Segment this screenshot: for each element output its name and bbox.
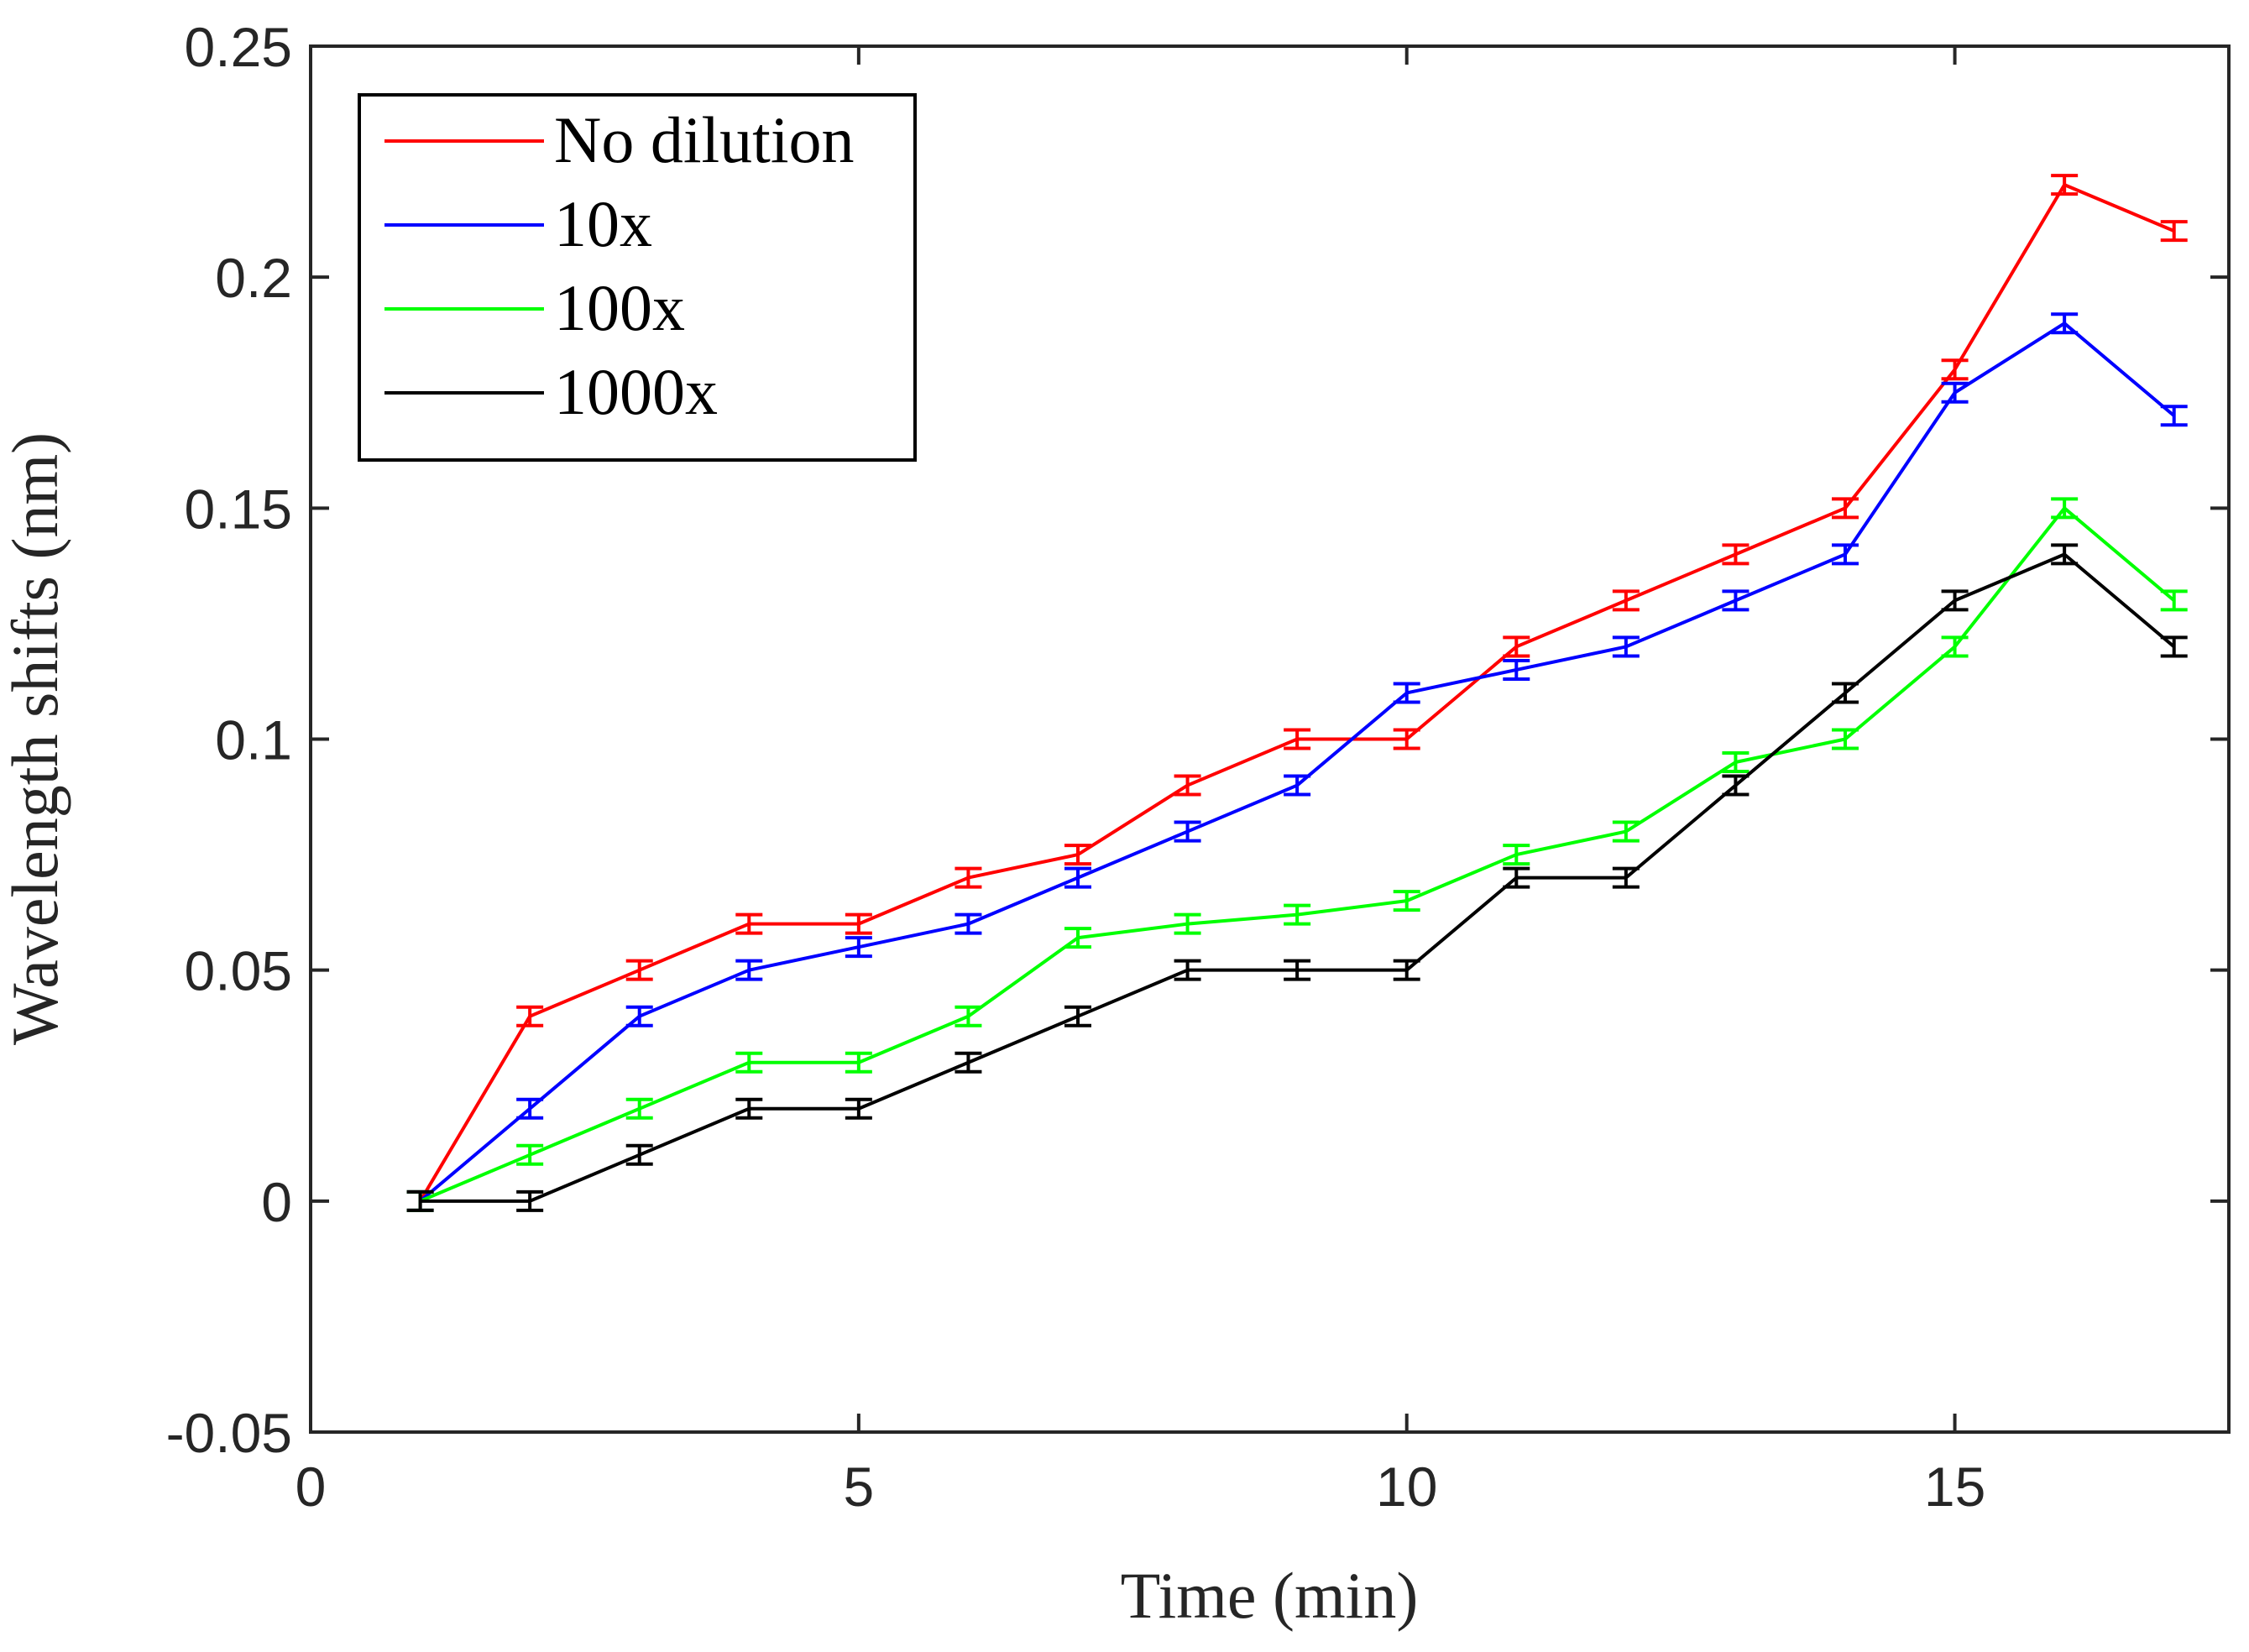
error-bar-1000x — [845, 1097, 872, 1120]
error-bar-no-dilution — [1174, 774, 1201, 797]
error-bar-no-dilution — [625, 959, 653, 981]
error-bar-no-dilution — [516, 1005, 544, 1027]
error-bar-100x — [1284, 903, 1311, 926]
error-bar-1000x — [406, 1189, 434, 1212]
legend: No dilution 10x 100x 1000x — [358, 93, 917, 462]
error-bar-10x — [2051, 312, 2079, 335]
error-bar-100x — [2051, 497, 2079, 520]
error-bar-1000x — [1832, 682, 1859, 704]
legend-entry-1000x: 1000x — [384, 355, 718, 428]
error-bar-100x — [625, 1097, 653, 1120]
legend-label-no-dilution: No dilution — [554, 103, 855, 176]
error-bar-10x — [845, 936, 872, 959]
y-tick-label: 0.15 — [185, 478, 292, 540]
y-tick-label: 0.05 — [185, 940, 292, 1002]
error-bar-100x — [1064, 927, 1091, 949]
error-bar-1000x — [2051, 543, 2079, 566]
error-bar-10x — [1941, 381, 1969, 404]
error-bar-10x — [1174, 820, 1201, 843]
y-tick-label: -0.05 — [166, 1402, 292, 1464]
x-tick-label: 5 — [843, 1456, 874, 1518]
error-bar-1000x — [1284, 959, 1311, 981]
error-bar-10x — [1832, 543, 1859, 566]
error-bar-10x — [1064, 866, 1091, 889]
legend-box — [358, 93, 917, 462]
error-bar-1000x — [516, 1189, 544, 1212]
y-axis-title: Wavelength shifts (nm) — [0, 432, 71, 1045]
error-bar-1000x — [625, 1143, 653, 1166]
error-bar-1000x — [1722, 774, 1750, 797]
error-bar-10x — [1284, 774, 1311, 797]
error-bar-100x — [1832, 728, 1859, 750]
error-bar-1000x — [1174, 959, 1201, 981]
error-bar-no-dilution — [2051, 174, 2079, 196]
error-bar-no-dilution — [1284, 728, 1311, 750]
error-bar-1000x — [955, 1051, 982, 1074]
error-bar-1000x — [1064, 1005, 1091, 1027]
error-bar-100x — [2160, 589, 2188, 612]
error-bar-1000x — [735, 1097, 763, 1120]
error-bar-100x — [516, 1143, 544, 1166]
error-bar-10x — [1722, 589, 1750, 612]
legend-label-100x: 100x — [554, 271, 685, 344]
error-bar-10x — [516, 1097, 544, 1120]
error-bar-100x — [1612, 820, 1640, 843]
error-bar-100x — [1722, 751, 1750, 774]
y-tick-label: 0 — [261, 1171, 292, 1233]
legend-label-10x: 10x — [554, 187, 652, 260]
error-bar-no-dilution — [845, 912, 872, 935]
series-1000x — [406, 543, 2188, 1212]
error-bar-10x — [1503, 658, 1530, 681]
error-bar-1000x — [1941, 589, 1969, 612]
series-100x — [406, 497, 2188, 1212]
y-tick-label: 0.2 — [215, 247, 292, 309]
x-tick-label: 0 — [296, 1456, 327, 1518]
legend-entry-no-dilution: No dilution — [384, 103, 855, 176]
error-bar-100x — [1174, 912, 1201, 935]
error-bar-10x — [1393, 682, 1420, 704]
error-bar-100x — [955, 1005, 982, 1027]
legend-entry-10x: 10x — [384, 187, 652, 260]
legend-label-1000x: 1000x — [554, 355, 718, 428]
error-bar-1000x — [1503, 866, 1530, 889]
error-bar-no-dilution — [1393, 728, 1420, 750]
series-10x — [406, 312, 2188, 1212]
error-bar-no-dilution — [1941, 358, 1969, 381]
error-bar-10x — [955, 912, 982, 935]
y-tick-label: 0.25 — [185, 16, 292, 78]
error-bar-10x — [1612, 635, 1640, 658]
y-tick-label: 0.1 — [215, 709, 292, 771]
error-bar-1000x — [1393, 959, 1420, 981]
error-bar-no-dilution — [1064, 844, 1091, 866]
error-bar-10x — [2160, 405, 2188, 427]
legend-entry-100x: 100x — [384, 271, 685, 344]
error-bar-10x — [735, 959, 763, 981]
error-bar-no-dilution — [1832, 497, 1859, 520]
error-bar-100x — [1941, 635, 1969, 658]
error-bar-100x — [1393, 890, 1420, 912]
x-tick-label: 15 — [1924, 1456, 1985, 1518]
error-bar-100x — [1503, 844, 1530, 866]
series-layer — [406, 174, 2188, 1212]
x-tick-label: 10 — [1376, 1456, 1437, 1518]
error-bar-100x — [735, 1051, 763, 1074]
error-bar-10x — [625, 1005, 653, 1027]
error-bar-1000x — [2160, 635, 2188, 658]
error-bar-1000x — [1612, 866, 1640, 889]
error-bar-no-dilution — [1612, 589, 1640, 612]
error-bar-no-dilution — [735, 912, 763, 935]
x-axis-title: Time (min) — [1121, 1559, 1419, 1632]
error-bar-no-dilution — [1503, 635, 1530, 658]
error-bar-no-dilution — [1722, 543, 1750, 566]
error-bar-100x — [845, 1051, 872, 1074]
error-bar-no-dilution — [955, 866, 982, 889]
error-bar-no-dilution — [2160, 220, 2188, 243]
